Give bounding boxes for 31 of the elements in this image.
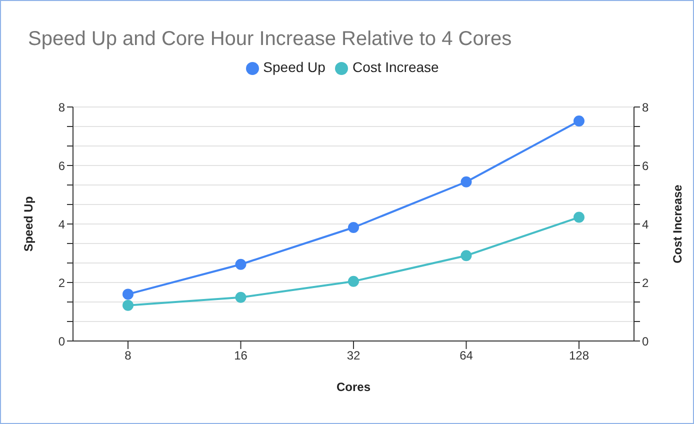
point xyxy=(235,292,246,303)
y2-tick-label: 6 xyxy=(642,158,649,173)
y2-tick-label: 0 xyxy=(642,334,649,348)
point xyxy=(574,212,584,223)
point xyxy=(122,300,134,311)
point xyxy=(348,222,359,234)
point xyxy=(235,258,246,270)
y-tick-label: 6 xyxy=(58,158,66,173)
chart-title: Speed Up and Core Hour Increase Relative to 4 Cores xyxy=(28,28,512,51)
x-tick-label: 64 xyxy=(460,348,474,363)
y-tick-label: 8 xyxy=(58,100,66,114)
y-tick-label: 4 xyxy=(58,217,66,232)
y-tick-label: 2 xyxy=(58,276,66,290)
point xyxy=(574,116,584,127)
y-axis-title: Speed Up xyxy=(21,196,36,252)
point xyxy=(348,276,359,287)
y2-tick-label: 8 xyxy=(642,100,649,114)
x-tick-label: 16 xyxy=(234,348,248,363)
point xyxy=(460,250,472,262)
point xyxy=(122,288,134,300)
x-tick-label: 128 xyxy=(568,348,590,363)
x-tick-label: 32 xyxy=(346,348,360,363)
y2-tick-label: 4 xyxy=(642,217,649,232)
x-axis-title: Cores xyxy=(336,380,371,394)
point xyxy=(460,176,472,188)
x-tick-label: 8 xyxy=(124,348,132,363)
legend-label: Cost Increase xyxy=(352,59,439,75)
legend-label: Speed Up xyxy=(263,59,326,75)
y-tick-label: 0 xyxy=(58,334,66,348)
y2-axis-title: Cost Increase xyxy=(670,184,684,264)
y2-tick-label: 2 xyxy=(642,276,649,290)
